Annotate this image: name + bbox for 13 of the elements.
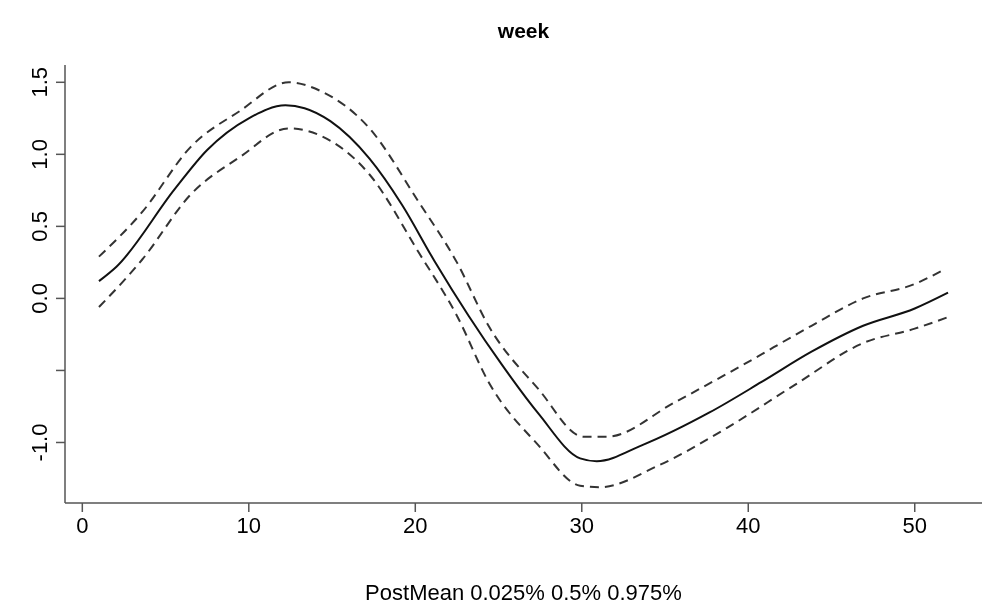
chart-title: week bbox=[496, 19, 550, 42]
x-tick-label: 50 bbox=[902, 513, 927, 538]
x-axis-title: PostMean 0.025% 0.5% 0.975% bbox=[365, 580, 682, 605]
x-tick-label: 40 bbox=[736, 513, 761, 538]
y-tick-label: 1.5 bbox=[27, 66, 52, 98]
x-tick-label: 20 bbox=[403, 513, 428, 538]
y-tick-label: -1.0 bbox=[27, 423, 52, 462]
x-tick-label: 30 bbox=[569, 513, 595, 538]
y-tick-label: 0.5 bbox=[27, 211, 52, 242]
y-tick-label: 1.0 bbox=[27, 139, 52, 170]
x-tick-label: 0 bbox=[76, 513, 89, 538]
x-tick-label: 10 bbox=[236, 513, 262, 538]
y-tick-label: 0.0 bbox=[27, 283, 52, 314]
